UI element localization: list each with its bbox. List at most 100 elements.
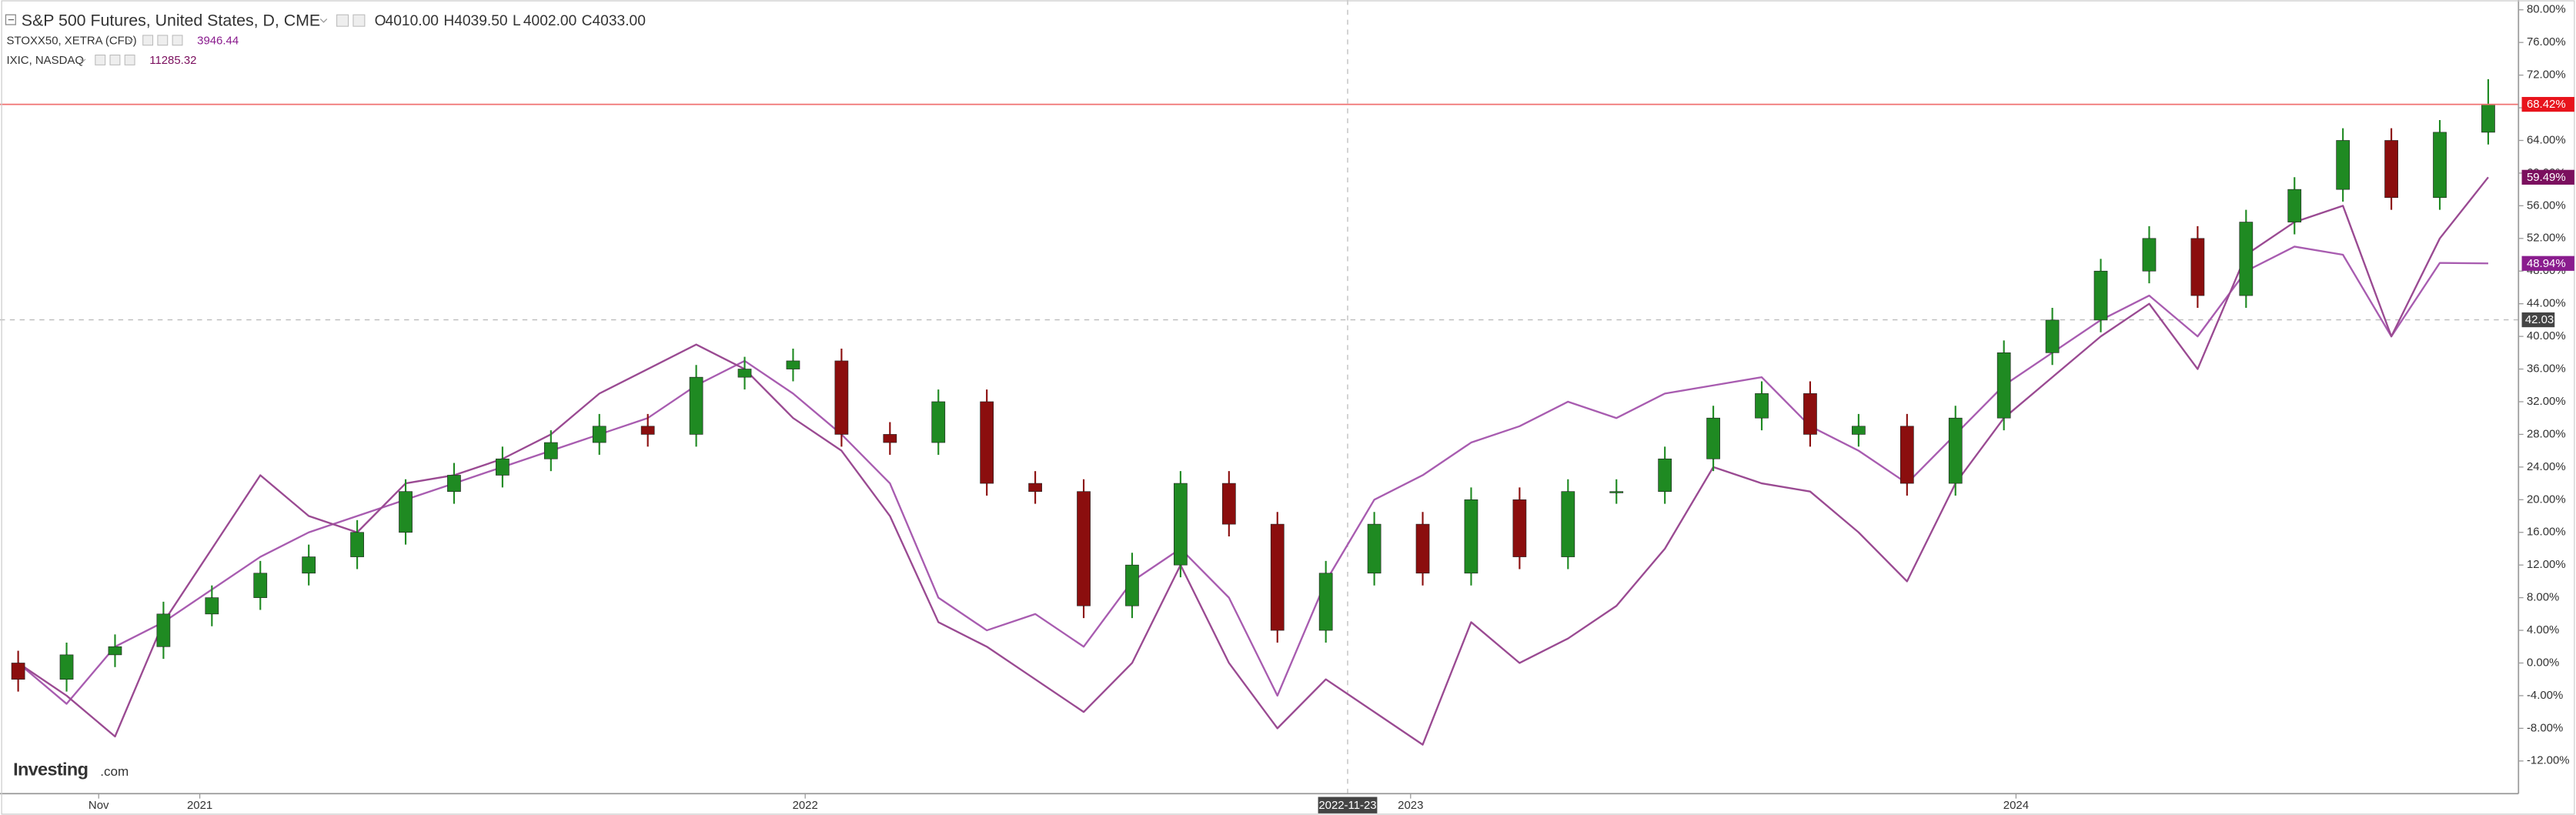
settings-icon[interactable] — [157, 35, 169, 46]
last-value-label: 48.94% — [2527, 257, 2566, 270]
brand-logo-suffix: .com — [100, 764, 129, 779]
quote-key: H — [443, 13, 454, 29]
visibility-icon[interactable] — [95, 54, 106, 65]
y-tick-label: 52.00% — [2527, 232, 2566, 245]
candle-body — [2239, 222, 2254, 296]
series-quote: 11285.32 — [149, 54, 196, 67]
candle-body — [931, 401, 946, 443]
candle-body — [447, 475, 461, 493]
crosshair-x-tag — [1318, 797, 1378, 813]
brand-logo: Investing — [13, 760, 88, 780]
candles — [11, 78, 2495, 692]
candle-body — [496, 458, 510, 476]
crosshair-y-tag — [2521, 312, 2555, 328]
candle-body — [2336, 140, 2350, 190]
candle-body — [108, 646, 122, 656]
quote-value: 4010.00 — [386, 13, 439, 29]
dropdown-icon[interactable] — [80, 58, 86, 62]
candle-body — [1221, 483, 1236, 525]
candle-body — [592, 426, 606, 443]
y-tick-label: 76.00% — [2527, 35, 2566, 48]
candle-body — [1125, 564, 1139, 606]
dropdown-icon[interactable] — [319, 18, 328, 23]
settings-icon[interactable] — [336, 14, 349, 27]
y-tick-label: 0.00% — [2527, 656, 2559, 669]
candle-body — [1852, 426, 1866, 435]
settings-icon[interactable] — [109, 54, 121, 65]
candle-body — [980, 401, 994, 484]
x-tick-label: 2023 — [1398, 799, 1423, 812]
x-tick-label: Nov — [89, 799, 109, 812]
candle-body — [1996, 352, 2011, 419]
dropdown-icon[interactable] — [128, 38, 134, 43]
candle-body — [1028, 483, 1042, 493]
candle-body — [399, 491, 413, 533]
candle-body — [1077, 491, 1091, 606]
last-value-tag — [2521, 96, 2574, 112]
y-tick-label: 24.00% — [2527, 460, 2566, 473]
close-icon[interactable] — [124, 54, 135, 65]
y-tick-label: 64.00% — [2527, 133, 2566, 146]
y-tick-label: 8.00% — [2527, 591, 2559, 604]
candle-body — [11, 663, 25, 680]
candle-body — [1512, 499, 1527, 557]
candle-body — [689, 376, 703, 435]
series-line — [17, 246, 2488, 705]
crosshair-y-label: 42.03 — [2525, 313, 2554, 326]
candle-body — [834, 360, 849, 435]
quote-key: L — [513, 13, 521, 29]
close-icon[interactable] — [172, 35, 183, 46]
candle-body — [2093, 270, 2108, 321]
candle-body — [2045, 319, 2060, 353]
candle-body — [1270, 523, 1285, 631]
candle-body — [1899, 426, 1914, 484]
quote-key: C — [582, 13, 593, 29]
y-tick-label: 36.00% — [2527, 362, 2566, 376]
y-tick-label: 20.00% — [2527, 493, 2566, 506]
candle-body — [2481, 104, 2495, 133]
candle-body — [205, 597, 219, 615]
legend-title: S&P 500 Futures, United States, D, CME — [22, 11, 320, 29]
last-value-label: 59.49% — [2527, 171, 2566, 184]
y-tick-label: 72.00% — [2527, 68, 2566, 82]
crosshair-x-label: 2022-11-23 — [1318, 799, 1376, 812]
candle-body — [350, 532, 364, 557]
candle-body — [1174, 483, 1188, 566]
y-tick-label: -12.00% — [2527, 754, 2570, 767]
candle-body — [1318, 573, 1333, 631]
candle-body — [2384, 140, 2398, 199]
quote-value: 4033.00 — [593, 13, 646, 29]
legend-series: STOXX50, XETRA (CFD) — [7, 34, 137, 47]
last-value-tag — [2521, 169, 2574, 185]
candle-body — [1464, 499, 1478, 574]
y-tick-label: 16.00% — [2527, 526, 2566, 539]
y-tick-label: 28.00% — [2527, 427, 2566, 440]
candle-body — [543, 442, 558, 459]
candle-body — [253, 573, 268, 598]
last-value-label: 68.42% — [2527, 98, 2566, 111]
close-icon[interactable] — [352, 14, 366, 27]
candle-body — [1803, 393, 1817, 435]
last-value-tag — [2521, 256, 2574, 271]
candle-body — [786, 360, 800, 369]
quote-value: 4039.50 — [454, 13, 507, 29]
y-tick-label: -8.00% — [2527, 721, 2563, 734]
candle-body — [883, 434, 897, 443]
x-tick-label: 2021 — [187, 799, 212, 812]
y-tick-label: 44.00% — [2527, 297, 2566, 310]
x-tick-label: 2024 — [2003, 799, 2029, 812]
candle-body — [737, 369, 752, 378]
candle-body — [59, 654, 74, 680]
candle-body — [1948, 417, 1963, 484]
candle-body — [1415, 523, 1430, 574]
quote-key: O — [375, 13, 386, 29]
candle-body — [2142, 238, 2157, 272]
series-line — [17, 176, 2489, 746]
candle-body — [1561, 491, 1575, 557]
candle-body — [2433, 132, 2447, 199]
visibility-icon[interactable] — [142, 35, 154, 46]
candle-body — [1609, 491, 1624, 493]
